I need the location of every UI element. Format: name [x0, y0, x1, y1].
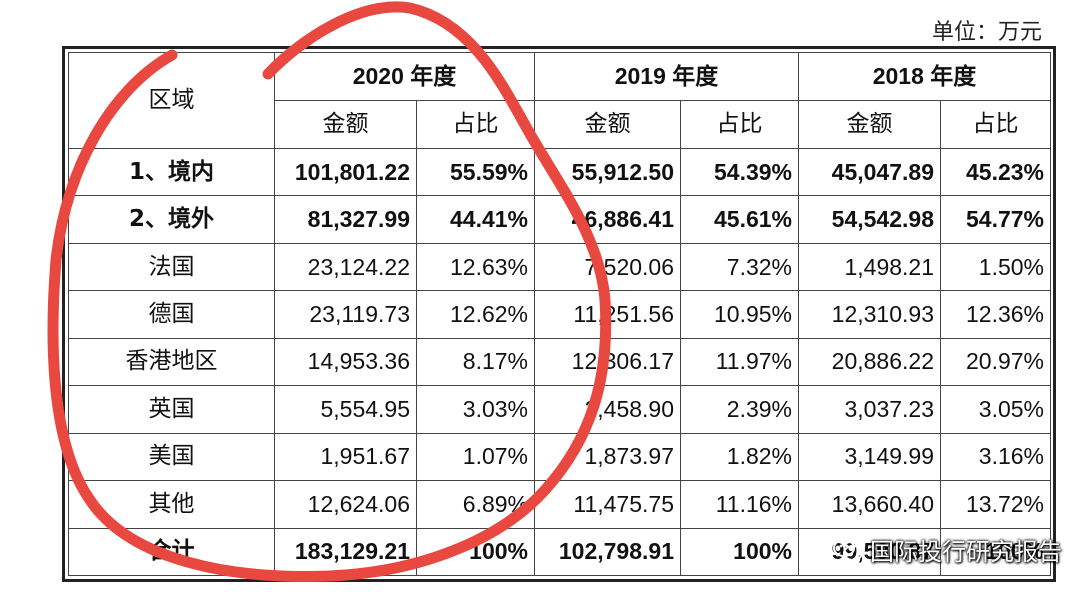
amount-cell: 3,037.23 — [798, 385, 941, 434]
share-cell: 100% — [416, 527, 535, 576]
share-cell: 1.50% — [940, 242, 1051, 292]
amount-cell: 12,306.17 — [534, 337, 681, 387]
region-cell: 香港地区 — [68, 337, 275, 387]
amount-cell: 54,542.98 — [798, 195, 941, 244]
amount-cell: 5,554.95 — [274, 385, 417, 434]
share-cell: 54.77% — [940, 195, 1051, 244]
share-cell: 3.05% — [940, 385, 1051, 434]
table-row: 法国 23,124.22 12.63% 7,520.06 7.32% 1,498.21 1.… — [68, 242, 1051, 292]
amount-cell: 14,953.36 — [274, 337, 417, 387]
region-cell: 2、境外 — [68, 195, 275, 244]
share-cell: 100% — [680, 527, 799, 576]
amount-cell: 46,886.41 — [534, 195, 681, 244]
share-cell: 1.07% — [416, 432, 535, 482]
amount-cell: 3,149.99 — [798, 432, 941, 482]
share-cell: 7.32% — [680, 242, 799, 292]
amount-header: 金额 — [534, 100, 681, 149]
region-cell: 美国 — [68, 432, 275, 482]
share-cell: 12.62% — [416, 290, 535, 339]
share-cell: 54.39% — [680, 147, 799, 197]
share-cell: 3.03% — [416, 385, 535, 434]
region-cell: 1、境内 — [68, 147, 275, 197]
amount-cell: 2,458.90 — [534, 385, 681, 434]
share-cell: 45.61% — [680, 195, 799, 244]
share-cell: 12.63% — [416, 242, 535, 292]
amount-cell: 45,047.89 — [798, 147, 941, 197]
amount-cell: 1,951.67 — [274, 432, 417, 482]
region-revenue-table: 区域 2020 年度 2019 年度 2018 年度 金额 占比 金额 占比 金… — [68, 52, 1051, 576]
table-row: 德国 23,119.73 12.62% 11,251.56 10.95% 12,310.9… — [68, 290, 1051, 339]
share-cell: 6.89% — [416, 480, 535, 529]
amount-cell: 23,124.22 — [274, 242, 417, 292]
amount-cell: 12,310.93 — [798, 290, 941, 339]
region-cell: 德国 — [68, 290, 275, 339]
watermark: 国际投行研究报告 — [832, 532, 1062, 567]
amount-cell: 11,475.75 — [534, 480, 681, 529]
amount-cell: 1,498.21 — [798, 242, 941, 292]
region-cell: 法国 — [68, 242, 275, 292]
share-header: 占比 — [680, 100, 799, 149]
share-cell: 13.72% — [940, 480, 1051, 529]
amount-cell: 11,251.56 — [534, 290, 681, 339]
share-cell: 11.97% — [680, 337, 799, 387]
share-cell: 45.23% — [940, 147, 1051, 197]
amount-cell: 55,912.50 — [534, 147, 681, 197]
table-row: 2、境外 81,327.99 44.41% 46,886.41 45.61% 54,542… — [68, 195, 1051, 244]
share-cell: 2.39% — [680, 385, 799, 434]
amount-cell: 183,129.21 — [274, 527, 417, 576]
unit-label: 单位：万元 — [931, 20, 1042, 45]
amount-cell: 102,798.91 — [534, 527, 681, 576]
amount-header: 金额 — [274, 100, 417, 149]
watermark-text: 国际投行研究报告 — [870, 538, 1062, 566]
amount-header: 金额 — [798, 100, 941, 149]
amount-cell: 12,624.06 — [274, 480, 417, 529]
share-cell: 1.82% — [680, 432, 799, 482]
share-cell: 100% — [940, 527, 1051, 576]
amount-cell: 23,119.73 — [274, 290, 417, 339]
amount-cell: 101,801.22 — [274, 147, 417, 197]
table-body: 1、境内 101,801.22 55.59% 55,912.50 54.39% 45,04… — [68, 147, 1051, 576]
table-row: 英国 5,554.95 3.03% 2,458.90 2.39% 3,037.23 3.05… — [68, 385, 1051, 434]
year-header-2020: 2020 年度 — [274, 52, 535, 101]
amount-cell: 1,873.97 — [534, 432, 681, 482]
region-header: 区域 — [68, 52, 275, 149]
share-cell: 44.41% — [416, 195, 535, 244]
share-cell: 3.16% — [940, 432, 1051, 482]
share-header: 占比 — [416, 100, 535, 149]
data-table-frame: 区域 2020 年度 2019 年度 2018 年度 金额 占比 金额 占比 金… — [62, 46, 1056, 582]
share-cell: 20.97% — [940, 337, 1051, 387]
year-header-2018: 2018 年度 — [798, 52, 1051, 101]
share-cell: 8.17% — [416, 337, 535, 387]
table-row: 香港地区 14,953.36 8.17% 12,306.17 11.97% 20,886.… — [68, 337, 1051, 387]
amount-cell: 81,327.99 — [274, 195, 417, 244]
share-header: 占比 — [940, 100, 1051, 149]
share-cell: 55.59% — [416, 147, 535, 197]
year-header-2019: 2019 年度 — [534, 52, 799, 101]
wechat-icon — [833, 538, 863, 561]
share-cell: 12.36% — [940, 290, 1051, 339]
region-cell: 其他 — [68, 480, 275, 529]
amount-cell: 20,886.22 — [798, 337, 941, 387]
region-cell: 合计 — [68, 527, 275, 576]
table-row: 其他 12,624.06 6.89% 11,475.75 11.16% 13,660.40… — [68, 480, 1051, 529]
region-cell: 英国 — [68, 385, 275, 434]
share-cell: 10.95% — [680, 290, 799, 339]
amount-cell: 13,660.40 — [798, 480, 941, 529]
table-row: 美国 1,951.67 1.07% 1,873.97 1.82% 3,149.99 3.16… — [68, 432, 1051, 482]
table-row: 1、境内 101,801.22 55.59% 55,912.50 54.39% 45,04… — [68, 147, 1051, 197]
amount-cell: 7,520.06 — [534, 242, 681, 292]
share-cell: 11.16% — [680, 480, 799, 529]
